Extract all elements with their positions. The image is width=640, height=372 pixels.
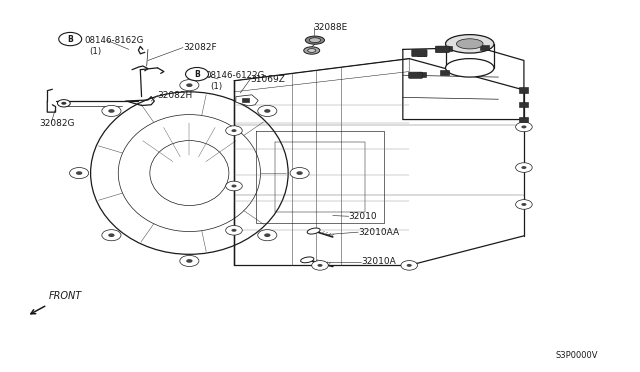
Ellipse shape xyxy=(445,35,494,53)
FancyBboxPatch shape xyxy=(435,46,449,53)
Bar xyxy=(440,70,449,75)
Bar xyxy=(520,117,529,122)
Circle shape xyxy=(226,181,243,191)
Text: 32082G: 32082G xyxy=(40,119,75,128)
Circle shape xyxy=(258,105,277,116)
Bar xyxy=(417,72,426,77)
Ellipse shape xyxy=(309,38,321,42)
Text: (1): (1) xyxy=(211,82,223,91)
Circle shape xyxy=(516,200,532,209)
Circle shape xyxy=(180,80,199,91)
Circle shape xyxy=(108,109,115,113)
Circle shape xyxy=(108,233,115,237)
Ellipse shape xyxy=(150,141,229,206)
Bar xyxy=(480,45,489,50)
Text: 32010A: 32010A xyxy=(362,257,396,266)
Circle shape xyxy=(264,233,271,237)
Text: 32010AA: 32010AA xyxy=(358,228,399,237)
Circle shape xyxy=(258,230,277,241)
Circle shape xyxy=(102,230,121,241)
Ellipse shape xyxy=(301,257,314,263)
Circle shape xyxy=(180,256,199,266)
Circle shape xyxy=(516,122,532,132)
Ellipse shape xyxy=(304,47,320,54)
FancyBboxPatch shape xyxy=(408,72,422,78)
FancyBboxPatch shape xyxy=(412,49,427,57)
Bar xyxy=(417,51,426,56)
Circle shape xyxy=(290,167,309,179)
Circle shape xyxy=(186,259,193,263)
Circle shape xyxy=(264,109,271,113)
Circle shape xyxy=(232,185,237,187)
Bar xyxy=(520,87,529,93)
Text: S3P0000V: S3P0000V xyxy=(556,351,598,360)
Circle shape xyxy=(312,260,328,270)
Circle shape xyxy=(70,167,89,179)
Bar xyxy=(520,102,529,108)
Circle shape xyxy=(296,171,303,175)
Circle shape xyxy=(317,264,323,267)
Text: 08146-8162G: 08146-8162G xyxy=(84,36,143,45)
Polygon shape xyxy=(236,95,258,106)
Circle shape xyxy=(226,225,243,235)
Text: 32010: 32010 xyxy=(349,212,378,221)
Circle shape xyxy=(76,171,83,175)
Ellipse shape xyxy=(445,59,494,77)
Circle shape xyxy=(522,203,527,206)
Circle shape xyxy=(401,260,417,270)
Circle shape xyxy=(58,100,70,107)
Text: 32088E: 32088E xyxy=(314,23,348,32)
Circle shape xyxy=(186,67,209,81)
Circle shape xyxy=(61,102,67,105)
Circle shape xyxy=(59,32,82,46)
Circle shape xyxy=(522,166,527,169)
Circle shape xyxy=(406,264,412,267)
Circle shape xyxy=(516,163,532,172)
Ellipse shape xyxy=(308,49,316,52)
Circle shape xyxy=(522,125,527,128)
Text: B: B xyxy=(67,35,73,44)
Circle shape xyxy=(232,229,237,232)
Circle shape xyxy=(232,129,237,132)
Text: B: B xyxy=(194,70,200,78)
Text: 08146-6122G: 08146-6122G xyxy=(205,71,265,80)
Bar xyxy=(443,46,452,51)
Ellipse shape xyxy=(456,39,483,49)
Circle shape xyxy=(186,83,193,87)
Circle shape xyxy=(226,126,243,135)
Text: (1): (1) xyxy=(90,47,102,56)
Text: 32082F: 32082F xyxy=(183,43,216,52)
Text: 31069Z: 31069Z xyxy=(250,75,285,84)
Text: FRONT: FRONT xyxy=(49,291,83,301)
Bar xyxy=(243,99,248,102)
Ellipse shape xyxy=(307,228,320,234)
Text: 32082H: 32082H xyxy=(157,91,193,100)
Circle shape xyxy=(102,105,121,116)
Ellipse shape xyxy=(305,36,324,44)
